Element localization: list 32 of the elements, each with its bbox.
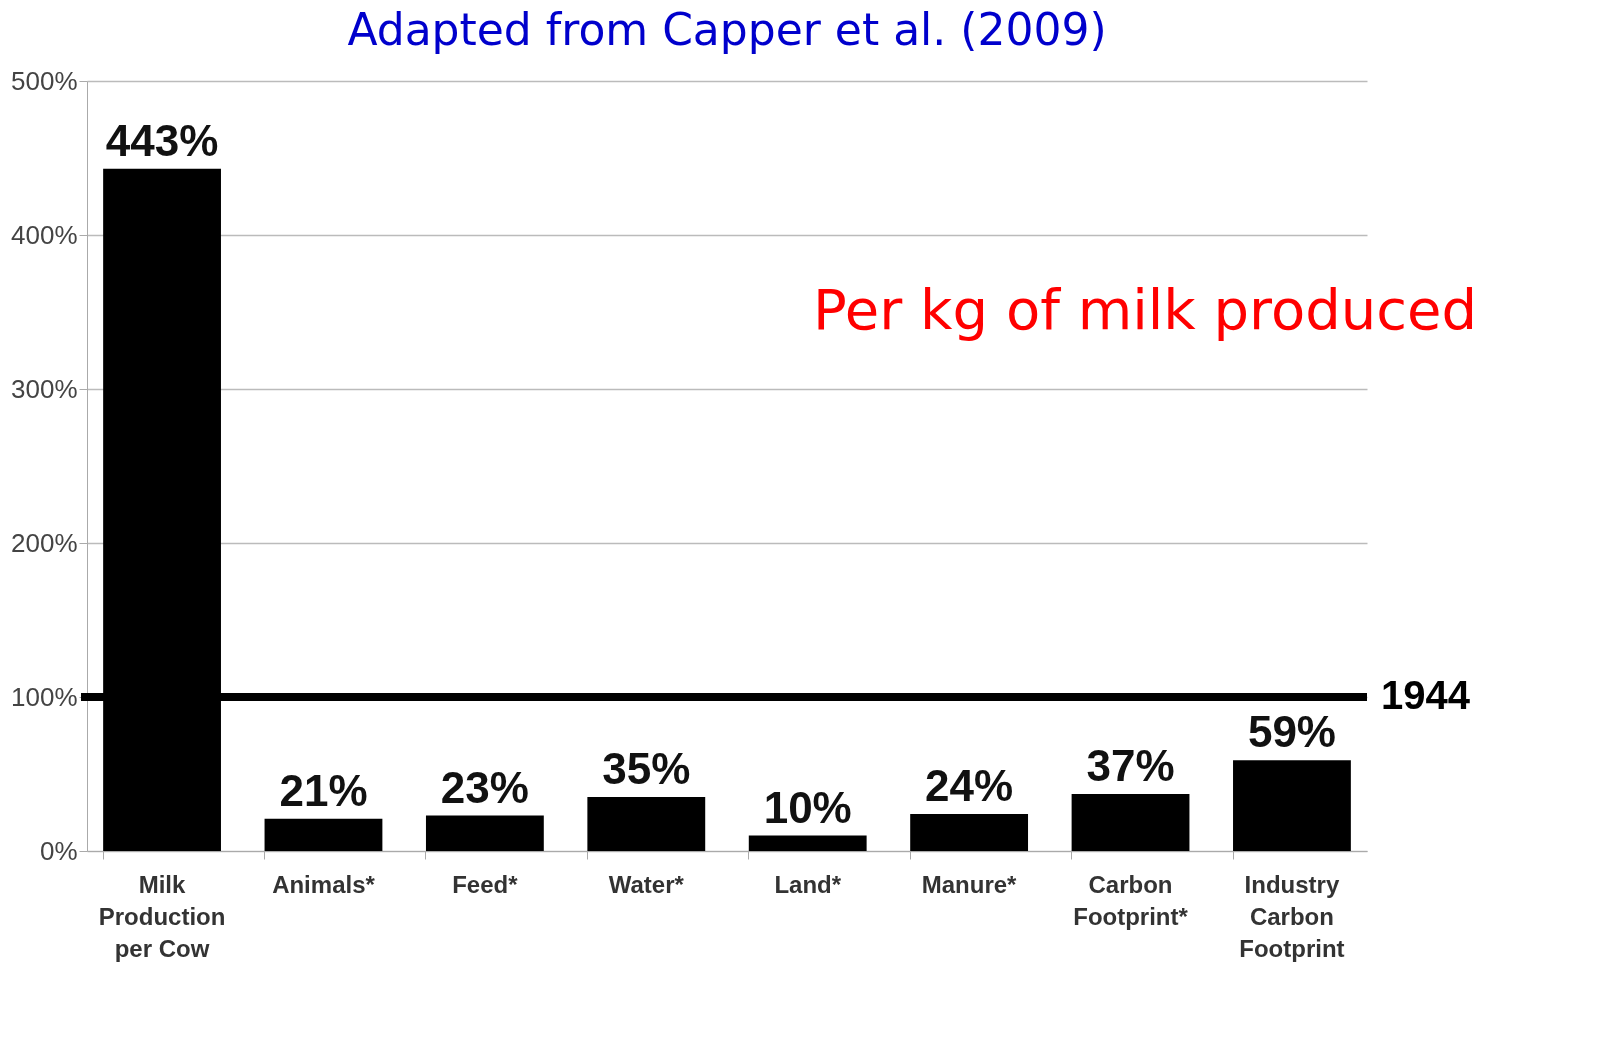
- x-tick-label: Carbon Footprint*: [1073, 870, 1189, 930]
- x-tick-label: Manure*: [921, 870, 1018, 898]
- x-tick-label: Milk Production per Cow: [98, 870, 226, 962]
- y-tick-label: 300%: [11, 373, 78, 404]
- y-tick-label: 200%: [11, 527, 78, 558]
- bar: [264, 818, 383, 851]
- data-label: 21%: [279, 765, 368, 815]
- text: 1944: [1381, 673, 1471, 717]
- y-tick-label: 400%: [11, 219, 78, 250]
- data-label: 35%: [602, 744, 691, 794]
- bar: [910, 814, 1029, 851]
- data-label: 37%: [1086, 741, 1175, 791]
- data-label: 24%: [925, 761, 1014, 811]
- annotation: Per kg of milk produced: [813, 277, 1477, 342]
- bar: [1071, 794, 1190, 851]
- x-tick-label: Water*: [608, 870, 685, 898]
- y-tick-label: 100%: [11, 681, 78, 712]
- data-label: 443%: [105, 115, 219, 165]
- bar: [425, 815, 544, 851]
- x-tick-label: Feed*: [452, 870, 519, 898]
- bar: [1233, 760, 1351, 851]
- data-label: 10%: [763, 782, 852, 832]
- x-tick-label: Industry Carbon Footprint: [1239, 870, 1345, 962]
- x-tick-label: Animals*: [272, 870, 376, 898]
- bar: [587, 797, 706, 851]
- data-label: 59%: [1247, 707, 1336, 757]
- y-tick-label: 500%: [11, 65, 78, 96]
- chart-title: Adapted from Capper et al. (2009): [347, 4, 1107, 55]
- bar: [748, 835, 867, 851]
- x-tick-label: Land*: [774, 870, 842, 898]
- data-label: 23%: [440, 762, 529, 812]
- y-tick-label: 0%: [39, 835, 78, 866]
